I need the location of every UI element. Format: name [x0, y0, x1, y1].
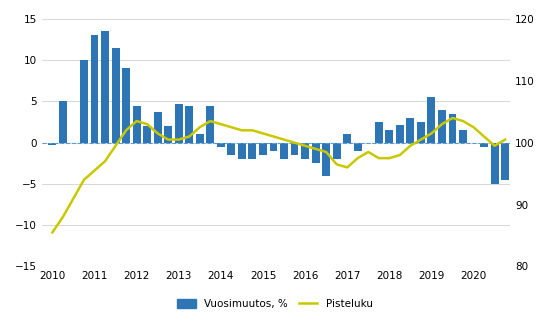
Bar: [217, 143, 225, 147]
Bar: [206, 106, 214, 143]
Bar: [280, 143, 288, 159]
Bar: [270, 143, 277, 151]
Bar: [228, 143, 235, 155]
Bar: [196, 135, 204, 143]
Bar: [290, 143, 299, 155]
Bar: [438, 110, 446, 143]
Bar: [80, 60, 88, 143]
Bar: [417, 122, 425, 143]
Bar: [59, 101, 67, 143]
Bar: [343, 135, 351, 143]
Bar: [449, 114, 456, 143]
Bar: [249, 143, 256, 159]
Bar: [175, 104, 183, 143]
Bar: [427, 97, 436, 143]
Bar: [386, 130, 393, 143]
Bar: [333, 143, 340, 159]
Bar: [101, 31, 109, 143]
Bar: [480, 143, 488, 147]
Bar: [48, 143, 56, 145]
Bar: [185, 106, 193, 143]
Bar: [91, 35, 98, 143]
Bar: [322, 143, 330, 176]
Bar: [259, 143, 267, 155]
Bar: [459, 130, 467, 143]
Bar: [375, 122, 383, 143]
Bar: [491, 143, 498, 184]
Bar: [354, 143, 362, 151]
Bar: [133, 106, 141, 143]
Bar: [112, 48, 119, 143]
Bar: [406, 118, 414, 143]
Bar: [164, 126, 172, 143]
Legend: Vuosimuutos, %, Pisteluku: Vuosimuutos, %, Pisteluku: [173, 295, 377, 314]
Bar: [501, 143, 509, 180]
Bar: [122, 69, 130, 143]
Bar: [143, 126, 151, 143]
Bar: [238, 143, 246, 159]
Bar: [396, 125, 404, 143]
Bar: [312, 143, 320, 163]
Bar: [154, 112, 162, 143]
Bar: [301, 143, 309, 159]
